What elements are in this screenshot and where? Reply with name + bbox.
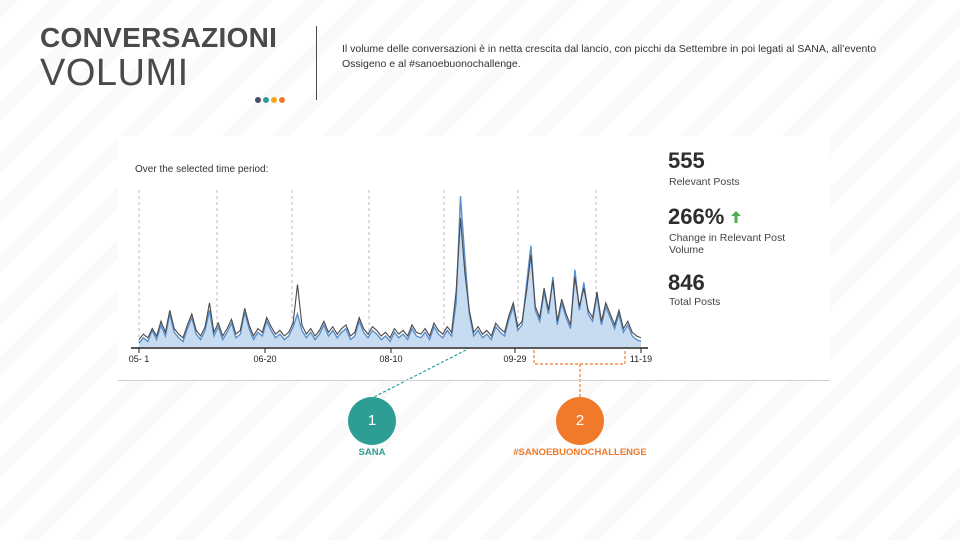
dot-1 [255, 97, 261, 103]
stat-relevant-posts-value: 555 [668, 148, 705, 173]
up-arrow-icon [731, 211, 741, 223]
title-light: VOLUMI [40, 52, 189, 94]
annotation-2-circle: 2 [556, 397, 604, 445]
panel-divider [118, 380, 830, 381]
total-posts-line [138, 218, 642, 340]
annotation-2-label: #SANOEBUONOCHALLENGE [513, 447, 647, 458]
x-tick-label-0: 05- 1 [129, 354, 150, 364]
x-tick-label-2: 08-10 [379, 354, 402, 364]
stat-change-value: 266% [668, 204, 725, 229]
header-divider [316, 26, 317, 100]
x-tick-label-4: 11-19 [630, 354, 652, 364]
annotation-2-bracket [533, 350, 626, 365]
period-label: Over the selected time period: [135, 164, 269, 175]
decorative-dots [255, 97, 285, 103]
dot-2 [263, 97, 269, 103]
relevant-posts-line [138, 195, 642, 344]
x-tick-label-3: 09-29 [503, 354, 526, 364]
description-text: Il volume delle conversazioni è in netta… [342, 43, 877, 70]
stat-total-posts-value: 846 [668, 270, 705, 295]
stat-change-label: Change in Relevant Post Volume [669, 232, 786, 256]
annotation-1-circle: 1 [348, 397, 396, 445]
stat-total-posts-label: Total Posts [669, 296, 721, 308]
annotation-1-connector [373, 349, 467, 398]
dot-3 [271, 97, 277, 103]
stat-relevant-posts-label: Relevant Posts [669, 176, 740, 188]
x-tick-label-1: 06-20 [253, 354, 276, 364]
annotation-1-label: SANA [358, 447, 386, 458]
title-bold: CONVERSAZIONI [40, 22, 278, 53]
dot-4 [279, 97, 285, 103]
relevant-posts-area [139, 196, 641, 347]
